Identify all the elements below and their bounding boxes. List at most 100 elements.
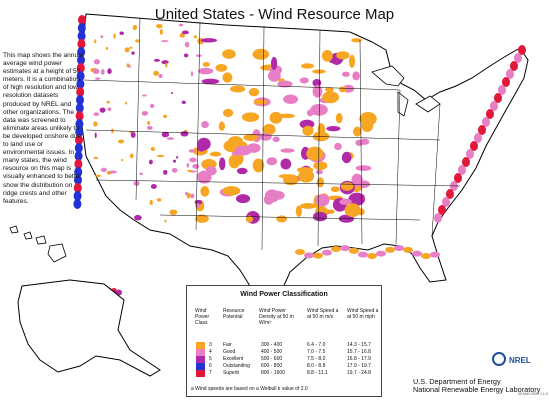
offshore-wind-patch	[466, 149, 474, 159]
wind-area-patch	[189, 157, 197, 163]
wind-area-patch	[193, 35, 197, 39]
offshore-wind-patch	[358, 251, 368, 258]
legend-title: Wind Power Classification	[240, 291, 328, 298]
offshore-wind-patch	[73, 199, 82, 209]
wind-area-patch	[197, 137, 211, 151]
offshore-wind-patch	[76, 87, 85, 97]
legend-speed-ms: 6.4 - 7.0	[307, 342, 326, 348]
wind-area-patch	[313, 161, 328, 170]
wind-area-patch	[190, 71, 194, 77]
agency-line-2: National Renewable Energy Laboratory	[413, 385, 541, 394]
wind-area-patch	[330, 186, 340, 193]
offshore-wind-patch	[502, 77, 510, 87]
wind-area-patch	[246, 143, 261, 153]
offshore-wind-patch	[78, 15, 86, 25]
wind-area-patch	[187, 169, 193, 173]
wind-area-patch	[94, 39, 97, 44]
wind-area-patch	[322, 91, 340, 104]
wind-area-patch	[222, 186, 241, 196]
wind-area-patch	[139, 172, 143, 175]
wind-area-patch	[353, 126, 362, 137]
wind-area-patch	[276, 215, 288, 223]
wind-area-patch	[267, 70, 281, 82]
wind-area-patch	[259, 132, 272, 141]
wind-area-patch	[124, 101, 127, 105]
offshore-wind-patch	[74, 151, 83, 161]
wind-area-patch	[243, 134, 259, 141]
offshore-wind-patch	[74, 175, 82, 185]
offshore-wind-patch	[510, 61, 518, 71]
offshore-wind-patch	[506, 69, 514, 79]
offshore-wind-patch	[295, 249, 305, 255]
wind-area-patch	[215, 63, 228, 72]
wind-area-patch	[119, 31, 124, 36]
legend-row: 4 Good 400 - 500 7.0 - 7.5 15.7 - 16.8	[187, 349, 381, 356]
offshore-wind-patch	[76, 63, 85, 73]
wind-area-patch	[195, 203, 201, 208]
offshore-wind-patch	[470, 141, 478, 151]
offshore-wind-patch	[438, 205, 446, 215]
wind-area-patch	[132, 24, 138, 31]
wind-area-patch	[141, 110, 149, 116]
wind-area-patch	[100, 167, 107, 172]
offshore-wind-patch	[74, 159, 83, 169]
wind-area-patch	[113, 33, 116, 39]
offshore-wind-patch	[442, 197, 450, 207]
legend-swatch	[196, 356, 205, 363]
wind-area-patch	[299, 77, 309, 84]
offshore-wind-patch	[116, 289, 122, 296]
wind-area-patch	[130, 153, 134, 159]
legend-speed-ms: 7.0 - 7.5	[307, 349, 326, 355]
wind-area-patch	[181, 100, 186, 105]
wind-area-patch	[93, 59, 101, 65]
wind-area-patch	[341, 151, 352, 164]
agency-credit: U.S. Department of Energy National Renew…	[413, 378, 540, 394]
wind-area-patch	[106, 100, 111, 104]
wind-area-patch	[252, 48, 270, 60]
legend-swatch	[196, 342, 205, 349]
wind-area-patch	[190, 193, 195, 199]
wind-area-patch	[200, 185, 210, 197]
legend-speed-mph: 14.3 - 15.7	[347, 342, 371, 348]
wind-area-patch	[198, 67, 214, 75]
wind-area-patch	[146, 125, 153, 130]
wind-area-patch	[202, 62, 210, 67]
offshore-wind-patch	[77, 23, 86, 33]
wind-area-patch	[315, 169, 324, 175]
wind-area-patch	[94, 132, 97, 139]
wind-area-patch	[107, 68, 112, 75]
offshore-wind-patch	[73, 183, 82, 193]
state-borders	[83, 17, 461, 251]
legend-header-speed-ms: Wind Speed a at 50 m m/s	[307, 308, 339, 320]
wind-area-patch	[178, 23, 184, 27]
wind-area-patch	[326, 209, 335, 214]
offshore-wind-patch	[421, 252, 431, 259]
legend-density: 600 - 800	[261, 363, 283, 369]
wind-area-patch	[312, 78, 322, 87]
offshore-wind-patch	[412, 250, 422, 257]
legend-header-class: Wind Power Class	[195, 308, 210, 326]
offshore-wind-patch	[430, 251, 440, 258]
wind-area-patch	[170, 91, 173, 95]
legend-speed-mph: 15.7 - 16.8	[347, 349, 371, 355]
wind-area-patch	[230, 85, 246, 93]
wind-area-patch	[185, 191, 188, 196]
wind-area-patch	[195, 214, 209, 223]
wind-area-patch	[349, 54, 356, 68]
offshore-wind-patch	[76, 79, 85, 89]
legend-row: 6 Outstanding 600 - 800 8.0 - 8.8 17.9 -…	[187, 363, 381, 370]
wind-area-patch	[236, 167, 248, 175]
wind-area-patch	[300, 63, 315, 69]
legend-density: 300 - 400	[261, 342, 283, 348]
wind-area-patch	[298, 169, 315, 183]
offshore-wind-patch	[77, 47, 86, 57]
document-number: 09-MAY-2009 1.1.0	[518, 392, 548, 396]
offshore-wind-patch	[494, 93, 502, 103]
wind-area-patch	[222, 72, 233, 83]
offshore-wind-patch	[498, 85, 506, 95]
wind-area-patch	[169, 209, 178, 216]
legend-speed-ms: 8.0 - 8.8	[307, 363, 326, 369]
wind-area-patch	[201, 78, 220, 85]
offshore-wind-patch	[482, 117, 490, 127]
